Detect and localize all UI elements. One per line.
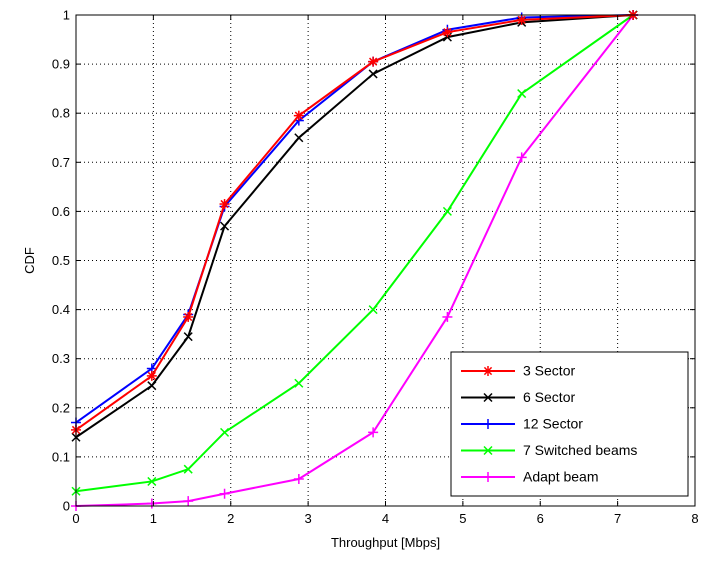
data-point-6-sector bbox=[368, 69, 378, 79]
data-point-7-switched-beams bbox=[183, 464, 193, 474]
legend-label: 3 Sector bbox=[523, 363, 575, 379]
legend-marker bbox=[483, 392, 493, 403]
x-tick-label: 4 bbox=[382, 511, 389, 526]
legend: 3 Sector 6 Sector 12 Sector 7 Switched beam… bbox=[450, 351, 689, 497]
data-point-6-sector bbox=[294, 133, 304, 143]
data-point-7-switched-beams bbox=[294, 378, 304, 388]
x-tick-label: 2 bbox=[227, 511, 234, 526]
data-point-7-switched-beams bbox=[442, 206, 452, 216]
y-axis-ticks: 0 0.1 0.2 0.3 0.4 0.5 0.6 0.7 0.8 0.9 1 bbox=[52, 8, 695, 514]
y-tick-label: 0.6 bbox=[52, 204, 70, 219]
legend-label: Adapt beam bbox=[523, 469, 599, 485]
x-tick-label: 3 bbox=[305, 511, 312, 526]
data-point-7-switched-beams bbox=[220, 427, 230, 437]
y-tick-label: 0.5 bbox=[52, 253, 70, 268]
legend-label: 12 Sector bbox=[523, 416, 583, 432]
y-tick-label: 1 bbox=[63, 8, 70, 23]
data-point-adapt-beam bbox=[219, 488, 230, 499]
data-point-adapt-beam bbox=[146, 498, 157, 509]
data-point-3-sector bbox=[368, 56, 379, 67]
x-tick-label: 8 bbox=[691, 511, 698, 526]
data-point-6-sector bbox=[147, 381, 157, 391]
data-point-3-sector bbox=[442, 27, 453, 38]
x-tick-label: 0 bbox=[72, 511, 79, 526]
data-point-3-sector bbox=[293, 110, 304, 121]
y-tick-label: 0.7 bbox=[52, 155, 70, 170]
data-point-adapt-beam bbox=[368, 427, 379, 438]
legend-label: 7 Switched beams bbox=[523, 442, 637, 458]
legend-entry-7-switched-beams: 7 Switched beams bbox=[461, 442, 637, 458]
data-point-3-sector bbox=[516, 14, 527, 25]
data-point-7-switched-beams bbox=[147, 476, 157, 486]
y-tick-label: 0.9 bbox=[52, 57, 70, 72]
legend-marker bbox=[483, 366, 493, 376]
legend-entry-6-sector: 6 Sector bbox=[461, 389, 575, 405]
y-tick-label: 0.4 bbox=[52, 302, 70, 317]
x-tick-label: 1 bbox=[150, 511, 157, 526]
y-axis-label: CDF bbox=[22, 247, 37, 274]
y-tick-label: 0.8 bbox=[52, 106, 70, 121]
legend-entry-adapt-beam: Adapt beam bbox=[461, 469, 599, 485]
data-point-3-sector bbox=[146, 370, 157, 381]
data-point-7-switched-beams bbox=[517, 89, 527, 99]
y-tick-label: 0 bbox=[63, 499, 70, 514]
legend-marker bbox=[483, 472, 493, 482]
x-tick-label: 5 bbox=[459, 511, 466, 526]
data-point-adapt-beam bbox=[516, 152, 527, 163]
x-axis-label: Throughput [Mbps] bbox=[331, 535, 440, 550]
data-point-adapt-beam bbox=[293, 473, 304, 484]
x-axis-ticks: 0 1 2 3 4 5 6 7 8 bbox=[72, 15, 699, 526]
x-tick-label: 6 bbox=[537, 511, 544, 526]
series-layer bbox=[71, 10, 639, 511]
data-point-3-sector bbox=[183, 311, 194, 322]
y-tick-label: 0.2 bbox=[52, 400, 70, 415]
data-point-3-sector bbox=[219, 199, 230, 210]
data-point-6-sector bbox=[183, 332, 193, 342]
legend-entry-12-sector: 12 Sector bbox=[461, 416, 583, 432]
data-point-7-switched-beams bbox=[368, 305, 378, 315]
legend-marker bbox=[483, 445, 493, 456]
y-tick-label: 0.1 bbox=[52, 449, 70, 464]
data-point-adapt-beam bbox=[442, 311, 453, 322]
data-point-adapt-beam bbox=[183, 496, 194, 507]
x-tick-label: 7 bbox=[614, 511, 621, 526]
legend-marker bbox=[483, 419, 493, 429]
data-point-6-sector bbox=[220, 221, 230, 231]
legend-entry-3-sector: 3 Sector bbox=[461, 363, 575, 379]
y-tick-label: 0.3 bbox=[52, 351, 70, 366]
legend-label: 6 Sector bbox=[523, 389, 575, 405]
